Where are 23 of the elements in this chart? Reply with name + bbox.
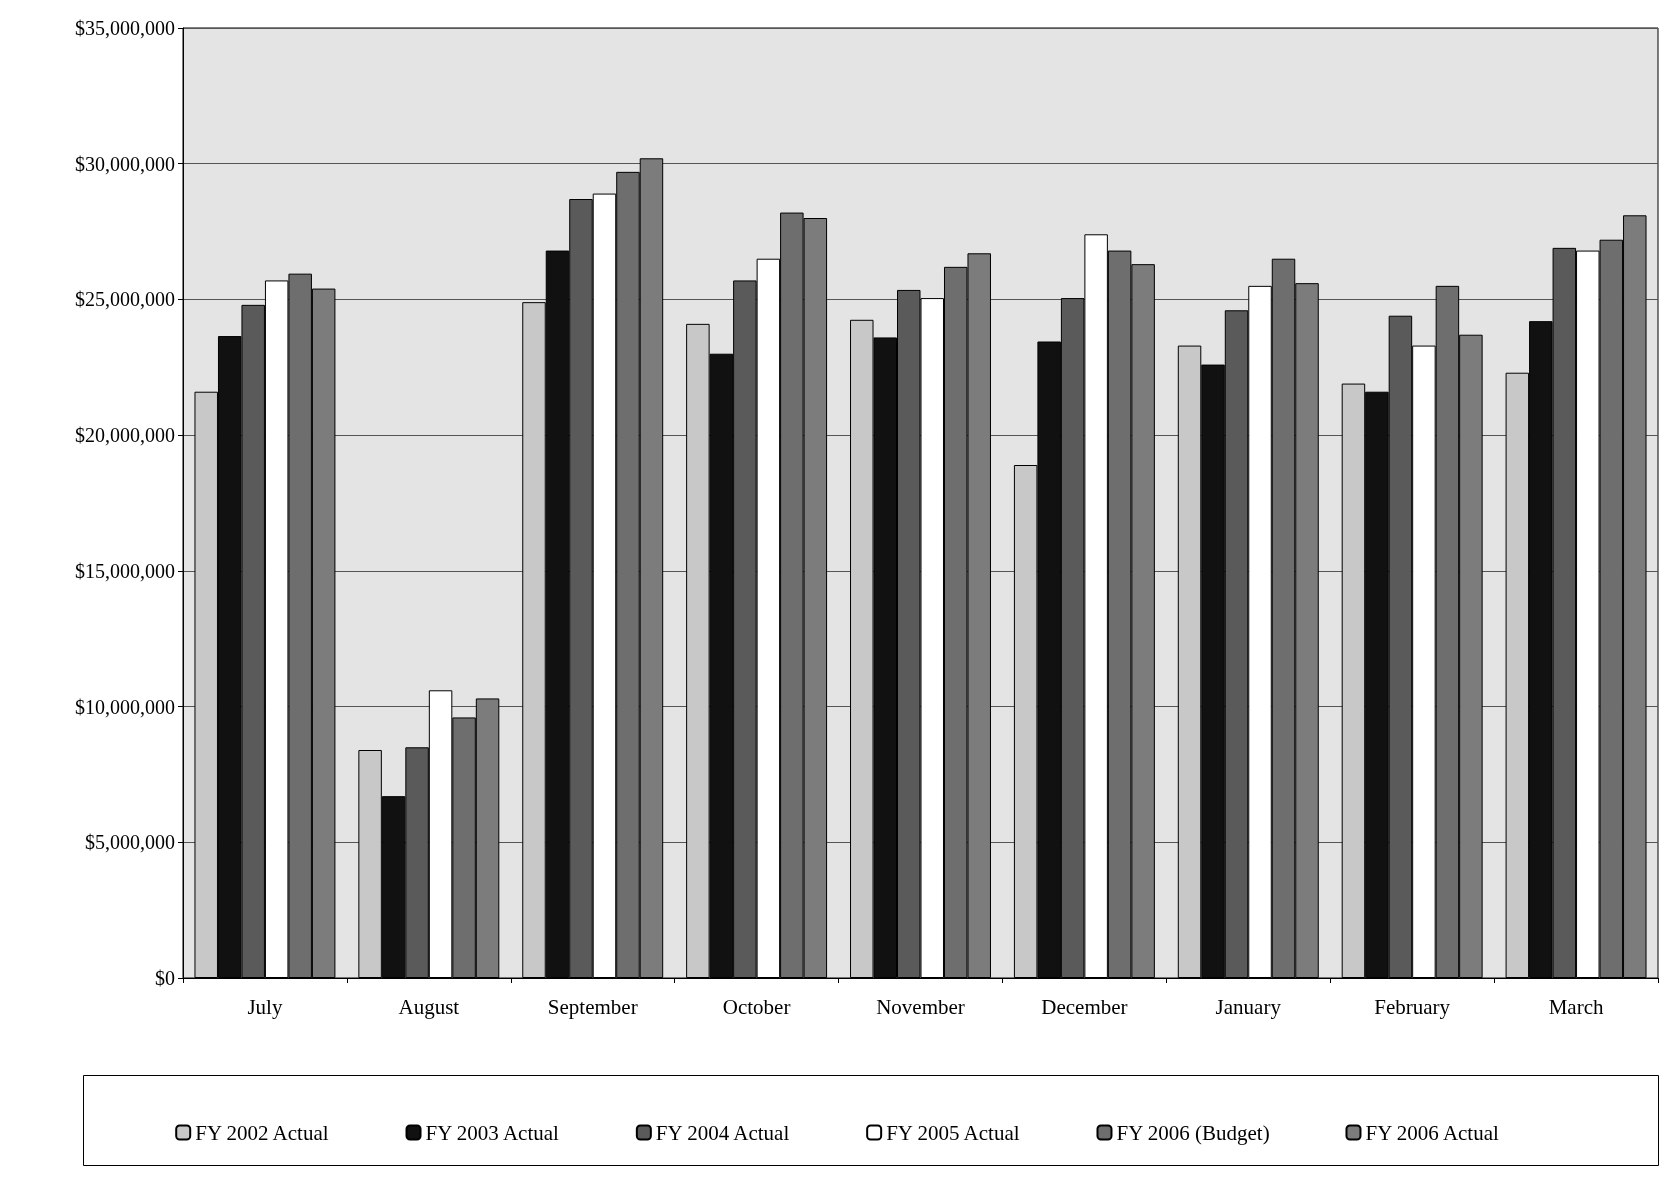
- x-tick-label: September: [547, 994, 638, 1019]
- legend-label: FY 2004 Actual: [655, 1120, 790, 1145]
- legend-label: FY 2006 Actual: [1365, 1120, 1500, 1145]
- x-tick-label: October: [722, 994, 791, 1019]
- y-tick-label: $0: [155, 967, 175, 989]
- y-tick-label: $30,000,000: [75, 152, 175, 175]
- legend-label: FY 2005 Actual: [886, 1120, 1020, 1145]
- x-tick-label: November: [876, 994, 965, 1019]
- y-tick-label: $15,000,000: [75, 559, 175, 582]
- x-tick-label: March: [1548, 994, 1604, 1019]
- y-tick-label: $20,000,000: [75, 424, 175, 447]
- x-tick-label: August: [398, 994, 460, 1019]
- legend-label: FY 2002 Actual: [195, 1120, 329, 1145]
- y-tick-label: $25,000,000: [75, 288, 175, 311]
- x-tick-label: January: [1215, 994, 1282, 1019]
- x-tick-label: February: [1374, 994, 1451, 1019]
- y-tick-label: $35,000,000: [75, 17, 175, 39]
- y-tick-label: $10,000,000: [75, 695, 175, 718]
- legend-label: FY 2003 Actual: [425, 1120, 560, 1145]
- legend-label: FY 2006 (Budget): [1116, 1120, 1270, 1145]
- x-tick-label: July: [247, 994, 283, 1019]
- y-tick-label: $5,000,000: [85, 831, 175, 854]
- x-tick-label: December: [1041, 994, 1128, 1019]
